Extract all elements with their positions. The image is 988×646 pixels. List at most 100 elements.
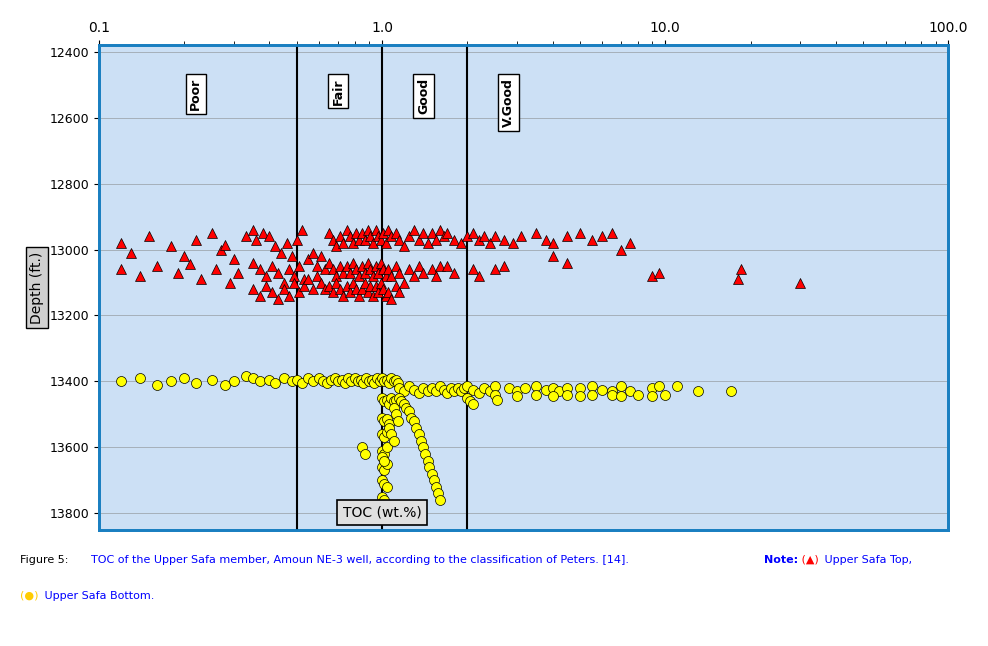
Point: [657, 390, 673, 400]
Point: [288, 375, 304, 385]
Point: [114, 376, 129, 386]
Point: [411, 261, 427, 271]
Point: [222, 277, 238, 287]
Point: [391, 287, 407, 298]
Point: [733, 264, 749, 275]
Point: [293, 225, 309, 235]
Point: [424, 383, 440, 393]
Point: [401, 381, 417, 391]
Point: [420, 455, 436, 466]
Point: [730, 274, 746, 284]
Point: [381, 399, 397, 410]
Point: [368, 225, 383, 235]
Point: [383, 429, 399, 439]
Point: [376, 432, 392, 443]
Point: [132, 373, 148, 383]
Point: [357, 449, 372, 459]
Point: [391, 393, 407, 403]
Point: [319, 378, 335, 388]
Point: [379, 414, 395, 424]
Point: [509, 386, 525, 397]
Point: [288, 234, 304, 245]
Point: [226, 376, 242, 386]
Point: [351, 234, 367, 245]
Point: [305, 247, 321, 258]
Point: [465, 384, 481, 395]
Point: [476, 231, 492, 242]
Point: [386, 435, 402, 446]
Point: [170, 267, 186, 278]
Text: Figure 5:: Figure 5:: [20, 555, 68, 565]
Point: [476, 383, 492, 393]
Point: [348, 228, 364, 238]
Point: [360, 225, 375, 235]
Point: [366, 238, 381, 248]
Point: [584, 234, 600, 245]
Point: [371, 376, 387, 386]
Point: [644, 383, 660, 393]
Point: [291, 261, 307, 271]
Point: [245, 258, 261, 268]
Point: [376, 495, 392, 505]
Point: [432, 495, 448, 505]
Point: [296, 280, 312, 291]
Point: [572, 383, 588, 393]
Point: [388, 228, 404, 238]
Point: [459, 393, 475, 403]
Point: [538, 234, 554, 245]
Point: [529, 228, 544, 238]
Point: [417, 449, 433, 459]
Point: [584, 390, 600, 400]
Point: [416, 267, 432, 278]
Point: [538, 384, 554, 395]
Point: [376, 465, 392, 475]
Point: [559, 383, 575, 393]
Point: [406, 225, 422, 235]
Point: [388, 261, 404, 271]
Point: [453, 386, 469, 397]
Point: [377, 291, 393, 301]
Point: [366, 291, 381, 301]
Point: [572, 228, 588, 238]
Point: [356, 378, 371, 388]
Point: [325, 234, 341, 245]
Point: [176, 251, 192, 262]
Point: [342, 231, 358, 242]
Point: [321, 258, 337, 268]
Point: [377, 271, 393, 281]
Point: [424, 228, 440, 238]
Point: [544, 391, 560, 401]
Point: [432, 261, 448, 271]
Point: [245, 373, 261, 383]
Point: [544, 383, 560, 393]
Point: [420, 238, 436, 248]
Point: [344, 376, 360, 386]
Text: Poor: Poor: [190, 78, 203, 110]
Point: [559, 258, 575, 268]
Point: [416, 383, 432, 393]
Text: TOC (wt.%): TOC (wt.%): [343, 506, 422, 520]
Point: [376, 396, 392, 406]
Point: [465, 264, 481, 275]
Point: [300, 274, 316, 284]
Point: [428, 386, 444, 397]
Point: [614, 381, 629, 391]
Point: [332, 284, 348, 295]
Point: [396, 241, 412, 251]
Text: Fair: Fair: [332, 78, 345, 105]
Point: [408, 422, 424, 433]
Point: [325, 264, 341, 275]
Point: [383, 393, 399, 403]
Point: [357, 234, 372, 245]
Point: [345, 277, 361, 287]
Point: [368, 261, 383, 271]
Point: [328, 241, 344, 251]
Point: [284, 251, 299, 262]
Point: [669, 381, 685, 391]
Point: [188, 234, 204, 245]
Point: [447, 386, 462, 397]
Point: [252, 376, 268, 386]
Text: Good: Good: [417, 78, 430, 114]
Point: [614, 391, 629, 401]
Point: [496, 261, 512, 271]
